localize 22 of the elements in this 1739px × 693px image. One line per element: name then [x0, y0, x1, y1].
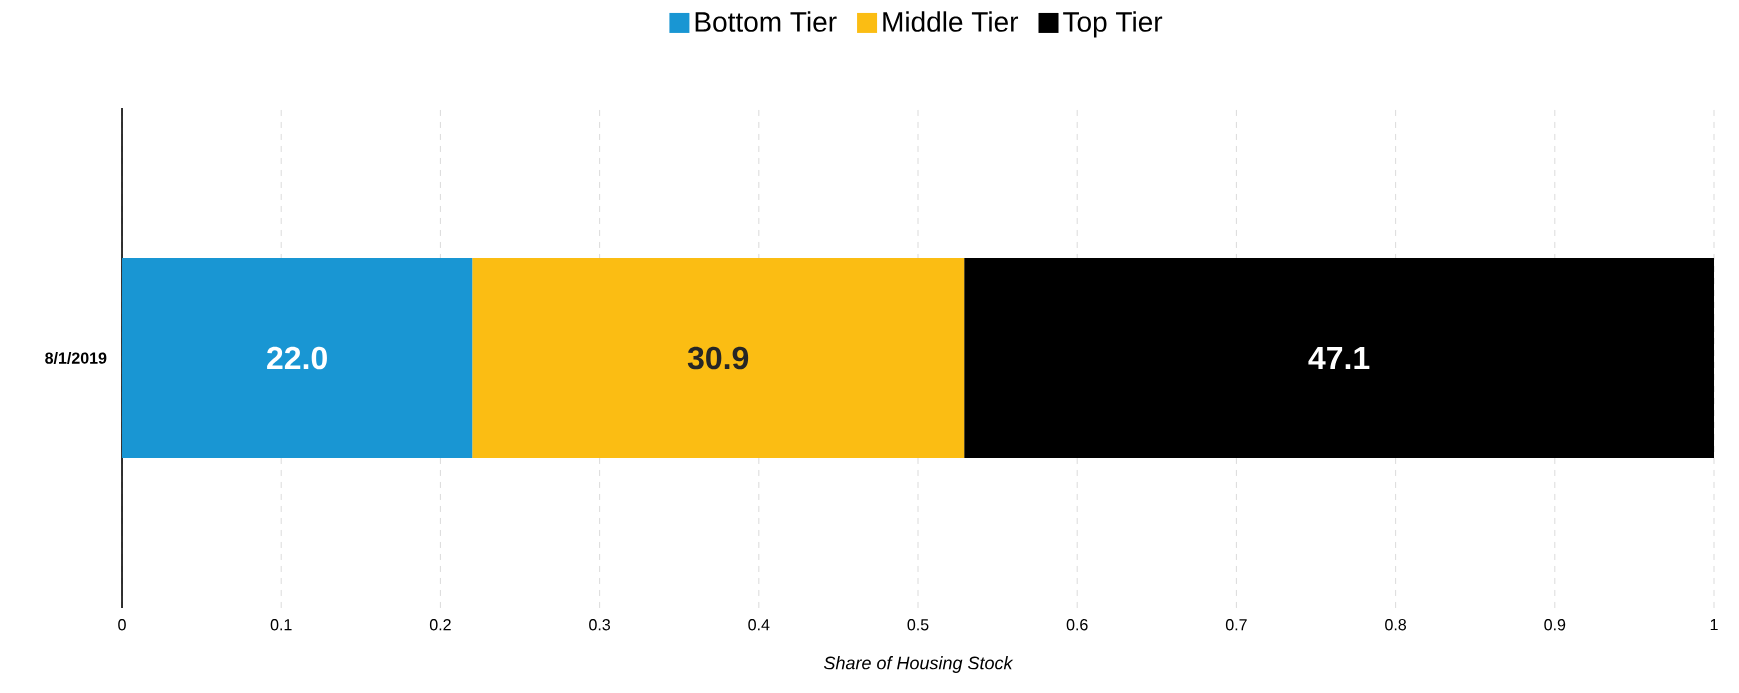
legend-label: Middle Tier: [883, 11, 1019, 32]
bar: [122, 257, 473, 458]
annotation: 47.1: [1308, 346, 1370, 369]
x-tick-label: 0.4: [748, 619, 770, 631]
x-axis-title: Share of Housing Stock: [823, 656, 1014, 673]
x-tick-label: 0.7: [1225, 619, 1247, 631]
x-tick-label: 0.8: [1385, 619, 1407, 631]
x-tick-label: 0: [118, 619, 126, 631]
x-tick-label: 0.2: [429, 619, 451, 631]
x-tick-label: 0.3: [589, 619, 611, 631]
bar: [964, 257, 1715, 458]
annotation: 22.0: [267, 346, 327, 370]
x-tick-label: 0.6: [1066, 619, 1088, 631]
x-tick-label: 1: [1710, 619, 1718, 631]
x-tick-label: 0.1: [270, 619, 292, 631]
x-tick-label: 0.9: [1544, 619, 1566, 631]
y-tick-label: 8/1/2019: [45, 352, 107, 364]
bar: [472, 257, 965, 458]
x-tick-label: 0.5: [907, 619, 929, 631]
legend-label: Bottom Tier: [695, 11, 837, 32]
annotation: 30.9: [687, 346, 749, 370]
legend-label: Top Tier: [1063, 11, 1163, 38]
